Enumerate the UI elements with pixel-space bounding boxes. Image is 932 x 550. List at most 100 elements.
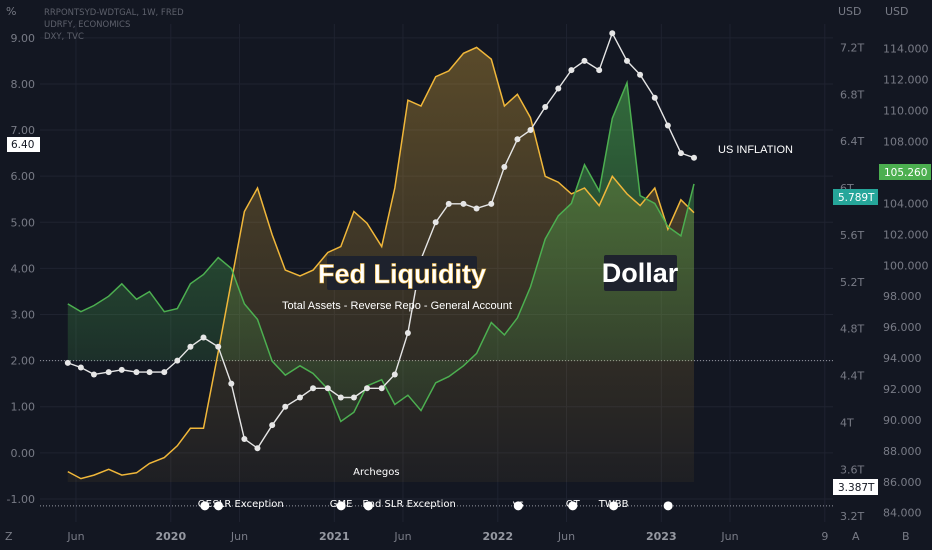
event-label: TWBB: [598, 499, 629, 510]
right1-tick-label: 4.8T: [840, 323, 864, 336]
inflation-point: [282, 403, 289, 410]
inflation-point: [200, 334, 207, 341]
left-tick-label: 3.00: [11, 309, 36, 322]
inflation-point: [651, 94, 658, 101]
event-dot: [609, 501, 619, 511]
fed-liquidity-label: Fed Liquidity: [318, 259, 486, 289]
dollar-line: [67, 79, 695, 423]
x-tick-label: Jun: [557, 530, 575, 543]
left-axis-ticks: 9.00 8.00 7.00 6.00 5.00 4.00 3.00 2.00 1.00 0.00…: [7, 32, 35, 506]
inflation-point: [118, 366, 125, 373]
right2-tick-label: 86.000: [883, 476, 922, 489]
event-dot: [213, 501, 223, 511]
inflation-point: [364, 385, 371, 392]
inflation-point: [555, 85, 562, 92]
x-tick-label: 2020: [155, 530, 186, 543]
liquidity-baseline-value: 3.387T: [838, 482, 875, 494]
left-tick-label: 8.00: [11, 78, 36, 91]
dollar-price-value: 105.260: [884, 167, 927, 179]
inflation-point: [254, 445, 261, 452]
right2-axis-unit: USD: [885, 5, 909, 18]
inflation-point: [609, 30, 616, 37]
right2-tick-label: 102.000: [883, 228, 929, 241]
inflation-point: [404, 329, 411, 336]
inflation-point: [581, 57, 588, 64]
x-tick-label: Jun: [66, 530, 84, 543]
inflation-point: [391, 371, 398, 378]
right2-tick-label: 114.000: [883, 43, 929, 56]
event-dot: [513, 501, 523, 511]
inflation-point: [90, 371, 97, 378]
event-label: End SLR Exception: [362, 499, 455, 510]
liquidity-line: [67, 46, 695, 480]
event-dot: [568, 501, 578, 511]
dollar-price-tag: 105.260: [879, 164, 931, 180]
right2-tick-label: 98.000: [883, 290, 922, 303]
left-tick-label: 1.00: [11, 401, 36, 414]
left-tick-label: 7.00: [11, 124, 36, 137]
right2-tick-label: 92.000: [883, 383, 922, 396]
right2-tick-label: 90.000: [883, 414, 922, 427]
inflation-point: [324, 385, 331, 392]
bottom-letter-right2[interactable]: B: [902, 530, 910, 543]
inflation-point: [514, 136, 521, 143]
inflation-point: [460, 200, 467, 207]
inflation-markers: [64, 30, 698, 452]
inflation-point: [432, 219, 439, 226]
inflation-point: [77, 364, 84, 371]
header-line-3: DXY, TVC: [44, 32, 84, 42]
left-tick-label: 0.00: [11, 447, 36, 460]
right1-tick-label: 6.8T: [840, 88, 864, 101]
inflation-point: [542, 104, 549, 110]
right1-tick-label: 4.4T: [840, 370, 864, 383]
inflation-point: [310, 385, 317, 392]
inflation-point: [488, 200, 495, 207]
right2-tick-label: 110.000: [883, 105, 929, 118]
inflation-point: [623, 57, 630, 64]
event-dot: [200, 501, 210, 511]
right1-tick-label: 7.2T: [840, 41, 864, 54]
x-tick-label: Jun: [720, 530, 738, 543]
event-label: Archegos: [353, 467, 399, 478]
event-label: GME: [330, 499, 353, 510]
inflation-point: [445, 200, 452, 207]
fed-liquidity-title: Fed Liquidity: [318, 256, 486, 290]
right2-tick-label: 96.000: [883, 321, 922, 334]
event-dot: [363, 501, 373, 511]
right2-tick-label: 94.000: [883, 352, 922, 365]
inflation-point: [64, 359, 71, 366]
event-label: SLR Exception: [212, 499, 283, 510]
inflation-point: [187, 343, 194, 350]
inflation-point: [664, 122, 671, 129]
right2-tick-label: 84.000: [883, 507, 922, 520]
x-tick-label: 2023: [646, 530, 677, 543]
right1-tick-label: 5.6T: [840, 229, 864, 242]
event-markers: QE SLR Exception GME Archegos End SLR Except…: [198, 467, 673, 511]
bottom-letter-right1[interactable]: A: [852, 530, 860, 543]
right2-tick-label: 108.000: [883, 136, 929, 149]
inflation-point: [174, 357, 181, 364]
inflation-point: [133, 369, 140, 376]
event-label: QT: [566, 499, 581, 510]
bottom-letter-left[interactable]: Z: [5, 530, 13, 543]
inflation-point: [269, 422, 276, 429]
fed-liquidity-subtitle: Total Assets - Reverse Repo - General Ac…: [282, 300, 512, 312]
left-tick-label: 4.00: [11, 262, 36, 275]
left-tick-label: 2.00: [11, 355, 36, 368]
inflation-point: [637, 71, 644, 78]
inflation-point: [596, 67, 603, 74]
right1-tick-label: 3.2T: [840, 510, 864, 523]
dollar-title: Dollar: [602, 255, 679, 291]
inflation-point: [241, 436, 248, 442]
event-dot: [663, 501, 673, 511]
event-label: QE: [198, 499, 212, 510]
x-tick-label: 2022: [483, 530, 514, 543]
inflation-point: [337, 394, 344, 401]
us-inflation-label: US INFLATION: [718, 144, 793, 156]
right2-tick-label: 104.000: [883, 197, 929, 210]
x-tick-label: Jun: [230, 530, 248, 543]
inflation-point: [677, 150, 684, 157]
dollar-area: [67, 82, 695, 422]
right2-axis-ticks: 114.000112.000110.000108.000106.000104.0…: [883, 43, 929, 520]
